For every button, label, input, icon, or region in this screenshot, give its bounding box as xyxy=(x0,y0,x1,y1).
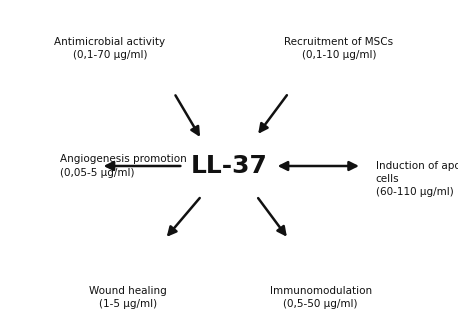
Text: Immunomodulation
(0,5-50 μg/ml): Immunomodulation (0,5-50 μg/ml) xyxy=(270,286,371,309)
Text: Wound healing
(1-5 μg/ml): Wound healing (1-5 μg/ml) xyxy=(89,286,167,309)
Text: Angiogenesis promotion
(0,05-5 μg/ml): Angiogenesis promotion (0,05-5 μg/ml) xyxy=(60,154,186,178)
Text: Recruitment of MSCs
(0,1-10 μg/ml): Recruitment of MSCs (0,1-10 μg/ml) xyxy=(284,37,393,60)
Text: LL-37: LL-37 xyxy=(191,154,267,178)
Text: Antimicrobial activity
(0,1-70 μg/ml): Antimicrobial activity (0,1-70 μg/ml) xyxy=(55,37,165,60)
Text: Induction of apoptosis in cancer
cells
(60-110 μg/ml): Induction of apoptosis in cancer cells (… xyxy=(376,161,458,198)
